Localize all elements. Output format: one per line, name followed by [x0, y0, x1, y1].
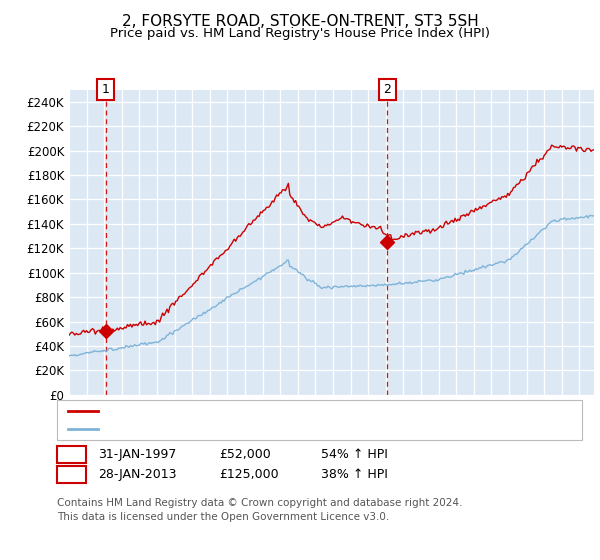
Text: 2, FORSYTE ROAD, STOKE-ON-TRENT, ST3 5SH: 2, FORSYTE ROAD, STOKE-ON-TRENT, ST3 5SH — [122, 14, 478, 29]
Text: £52,000: £52,000 — [219, 448, 271, 461]
Text: 2: 2 — [67, 468, 76, 482]
Text: 1: 1 — [67, 448, 76, 461]
Text: 1: 1 — [101, 83, 110, 96]
Text: 38% ↑ HPI: 38% ↑ HPI — [321, 468, 388, 482]
Text: 31-JAN-1997: 31-JAN-1997 — [98, 448, 176, 461]
Text: 28-JAN-2013: 28-JAN-2013 — [98, 468, 176, 482]
Text: 54% ↑ HPI: 54% ↑ HPI — [321, 448, 388, 461]
Text: £125,000: £125,000 — [219, 468, 278, 482]
Text: 2, FORSYTE ROAD, STOKE-ON-TRENT, ST3 5SH (semi-detached house): 2, FORSYTE ROAD, STOKE-ON-TRENT, ST3 5SH… — [102, 407, 494, 417]
Text: Price paid vs. HM Land Registry's House Price Index (HPI): Price paid vs. HM Land Registry's House … — [110, 27, 490, 40]
Text: Contains HM Land Registry data © Crown copyright and database right 2024.
This d: Contains HM Land Registry data © Crown c… — [57, 498, 463, 521]
Text: HPI: Average price, semi-detached house, Stoke-on-Trent: HPI: Average price, semi-detached house,… — [102, 423, 419, 433]
Text: 2: 2 — [383, 83, 391, 96]
